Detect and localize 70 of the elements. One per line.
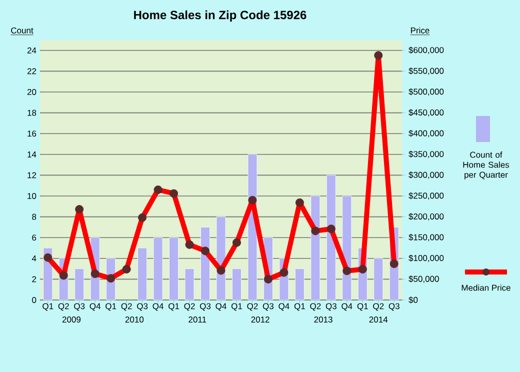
x-tick-label: Q3 bbox=[388, 303, 400, 311]
chart-title: Home Sales in Zip Code 15926 bbox=[134, 10, 306, 22]
y-tick-label: 16 bbox=[28, 130, 36, 137]
y2-tick-label: $400,000 bbox=[408, 130, 444, 138]
x-tick-label: Q2 bbox=[58, 303, 69, 311]
text: 2010 bbox=[125, 316, 144, 323]
y2-tick-label: $200,000 bbox=[408, 213, 444, 220]
y-tick-label: 18 bbox=[28, 110, 36, 116]
x-tick-label: Q2 bbox=[310, 303, 321, 311]
y-tick-label: 24 bbox=[27, 47, 36, 54]
text: Count of Home Sales per Quarter bbox=[463, 152, 510, 180]
legend-label: Median Price bbox=[462, 284, 510, 291]
y2-tick-label: $450,000 bbox=[408, 109, 444, 116]
x-tick-label: Q1 bbox=[294, 303, 305, 311]
x-tick-label: Q1 bbox=[231, 303, 242, 311]
x-tick-label: Q2 bbox=[247, 303, 258, 311]
x-tick-label: Q4 bbox=[90, 303, 101, 311]
y-tick-label: 14 bbox=[28, 151, 36, 158]
y2-tick-label: $0 bbox=[408, 296, 418, 304]
y-tick-label: 10 bbox=[28, 192, 36, 199]
bar bbox=[184, 268, 194, 300]
y-tick-label: 0 bbox=[32, 296, 36, 303]
x-tick-label: Q4 bbox=[152, 303, 164, 311]
x-tick-label: Q4 bbox=[216, 303, 226, 311]
y2-tick-label: $150,000 bbox=[408, 234, 444, 242]
x-tick-label: Q3 bbox=[200, 303, 211, 311]
x-tick-label: Q1 bbox=[168, 303, 180, 311]
x-tick-label: Q2 bbox=[184, 303, 195, 311]
y-tick-label: 2 bbox=[32, 276, 36, 282]
x-tick-label: Q3 bbox=[74, 303, 85, 311]
x-tick-label: Q3 bbox=[326, 303, 336, 311]
x-tick-label: Q3 bbox=[262, 303, 274, 311]
y-tick-label: 4 bbox=[32, 255, 36, 262]
y-tick-label: 8 bbox=[32, 214, 36, 220]
x-tick-label: Q1 bbox=[42, 303, 54, 311]
bar bbox=[153, 237, 163, 300]
text: 2009 bbox=[62, 316, 81, 323]
y2-tick-label: $50,000 bbox=[408, 276, 439, 283]
y-axis-title: Count bbox=[11, 27, 34, 34]
text: 2011 bbox=[188, 316, 206, 323]
x-tick-label: Q2 bbox=[121, 303, 132, 311]
x-tick-label: Q4 bbox=[342, 303, 352, 311]
text: 2013 bbox=[314, 316, 332, 323]
y2-tick-label: $300,000 bbox=[408, 172, 444, 179]
text: 2014 bbox=[369, 316, 388, 323]
bar bbox=[374, 258, 384, 300]
x-tick-label: Q1 bbox=[106, 303, 116, 311]
y2-axis-title: Price bbox=[411, 27, 430, 34]
y2-tick-label: $250,000 bbox=[408, 192, 444, 200]
text: 2012 bbox=[251, 316, 270, 323]
y2-tick-label: $500,000 bbox=[408, 88, 444, 96]
y2-tick-label: $100,000 bbox=[408, 254, 444, 262]
bar bbox=[326, 174, 336, 300]
bar bbox=[294, 268, 304, 300]
y-tick-label: 22 bbox=[27, 68, 36, 74]
x-tick-label: Q4 bbox=[278, 303, 290, 311]
bar bbox=[74, 268, 84, 300]
y-tick-label: 20 bbox=[27, 88, 36, 95]
y-tick-label: 6 bbox=[32, 234, 36, 241]
bar bbox=[310, 196, 320, 300]
y2-tick-label: $350,000 bbox=[408, 150, 444, 158]
bar bbox=[138, 248, 148, 300]
y2-tick-label: $550,000 bbox=[408, 68, 444, 75]
y2-tick-label: $600,000 bbox=[408, 46, 444, 54]
bar bbox=[232, 268, 242, 300]
x-tick-label: Q3 bbox=[137, 303, 148, 311]
y-tick-label: 12 bbox=[28, 172, 36, 178]
x-tick-label: Q2 bbox=[373, 303, 384, 311]
bar bbox=[169, 237, 178, 300]
x-tick-label: Q1 bbox=[357, 303, 368, 311]
